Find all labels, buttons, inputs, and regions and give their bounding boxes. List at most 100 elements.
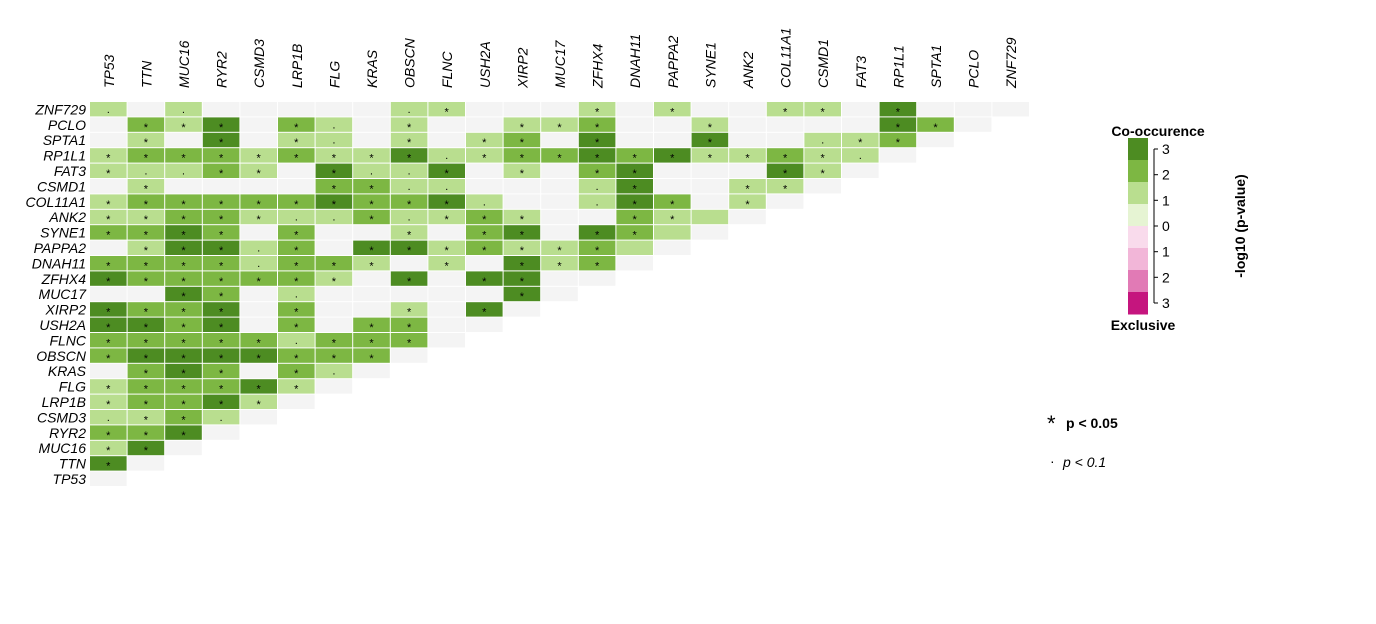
cell-spta1-obscn [390, 132, 428, 148]
cell-pclo-xirp2 [503, 117, 541, 132]
legend-tick-label: 0 [1162, 218, 1170, 234]
significance-star: * [369, 153, 374, 165]
cell-col11a1-col11a1 [766, 194, 804, 209]
cell-syne1-muc16 [165, 225, 202, 240]
cell-flg-muc16 [165, 379, 202, 394]
cell-obscn-csmd3 [240, 348, 277, 363]
cell-csmd1-kras [353, 179, 390, 194]
dot-symbol: · [1050, 453, 1055, 469]
cell-flnc-kras [353, 333, 390, 348]
legend-tick-label: 2 [1162, 269, 1170, 285]
significance-star: * [294, 153, 299, 165]
cell-ank2-ank2 [729, 209, 766, 225]
col-label-obscn: OBSCN [402, 37, 418, 88]
significance-dot: · [257, 245, 261, 257]
cell-fat3-syne1 [691, 163, 729, 178]
cell-pappa2-flnc [428, 240, 465, 255]
significance-dot: · [445, 153, 449, 165]
significance-star: * [106, 168, 111, 180]
cell-spta1-tp53 [90, 132, 127, 148]
significance-star: * [219, 322, 224, 334]
cell-dnah11-tp53 [90, 256, 127, 271]
cell-rp1l1-muc17 [541, 148, 578, 163]
significance-star: * [144, 368, 149, 380]
row-label-dnah11: DNAH11 [32, 255, 86, 271]
cell-pclo-fat3 [842, 117, 879, 132]
significance-star: * [106, 399, 111, 411]
significance-dot: · [332, 368, 336, 380]
significance-star: * [407, 230, 412, 242]
cell-csmd1-lrp1b [278, 179, 315, 194]
cell-ush2a-flnc [428, 317, 465, 332]
cell-csmd1-muc16 [165, 179, 202, 194]
significance-star: * [144, 337, 149, 349]
significance-star: * [144, 230, 149, 242]
cell-znf729-muc16 [165, 102, 202, 117]
cell-flnc-obscn [390, 333, 428, 348]
significance-dot: · [144, 168, 148, 180]
row-label-syne1: SYNE1 [40, 225, 86, 241]
cell-ryr2-ryr2 [202, 425, 240, 440]
cell-pappa2-lrp1b [278, 240, 315, 255]
cell-znf729-ryr2 [202, 102, 240, 117]
significance-star: * [708, 137, 713, 149]
cell-ryr2-tp53 [90, 425, 127, 440]
cell-col11a1-flg [315, 194, 353, 209]
significance-dot: · [257, 260, 261, 272]
cell-fat3-col11a1 [766, 163, 804, 178]
cell-syne1-syne1 [691, 225, 729, 240]
cell-csmd1-obscn [390, 179, 428, 194]
row-label-muc17: MUC17 [39, 286, 88, 302]
cell-col11a1-muc17 [541, 194, 578, 209]
significance-star: * [445, 214, 450, 226]
cell-fat3-muc17 [541, 163, 578, 178]
significance-star: * [257, 168, 262, 180]
cell-muc17-tp53 [90, 286, 127, 302]
cell-flnc-ryr2 [202, 333, 240, 348]
cell-syne1-pappa2 [654, 225, 691, 240]
cell-zfhx4-kras [353, 271, 390, 286]
significance-star: * [219, 337, 224, 349]
legend-top-label: Co-occurence [1111, 123, 1205, 139]
cell-syne1-ttn [127, 225, 165, 240]
cell-rp1l1-flnc [428, 148, 465, 163]
significance-dot: · [821, 137, 825, 149]
col-label-flnc: FLNC [439, 51, 455, 88]
cell-spta1-dnah11 [616, 132, 653, 148]
cell-obscn-obscn [390, 348, 428, 363]
cell-syne1-kras [353, 225, 390, 240]
cell-zfhx4-flg [315, 271, 353, 286]
cell-pclo-ryr2 [202, 117, 240, 132]
cell-znf729-pappa2 [654, 102, 691, 117]
cell-rp1l1-kras [353, 148, 390, 163]
cell-syne1-ush2a [466, 225, 503, 240]
cell-csmd1-ttn [127, 179, 165, 194]
cell-pappa2-flg [315, 240, 353, 255]
significance-star: * [144, 322, 149, 334]
significance-star: * [294, 137, 299, 149]
cell-xirp2-obscn [390, 302, 428, 317]
cell-rp1l1-col11a1 [766, 148, 804, 163]
significance-star: * [670, 214, 675, 226]
cell-obscn-flg [315, 348, 353, 363]
significance-star: * [219, 245, 224, 257]
cell-pappa2-ttn [127, 240, 165, 255]
cell-spta1-flnc [428, 132, 465, 148]
significance-star: * [257, 214, 262, 226]
significance-star: * [144, 199, 149, 211]
column-labels: TP53 TTN MUC16 RYR2 CSMD3 LRP1B FLG KRAS OBSCN FL… [101, 28, 1019, 89]
row-label-lrp1b: LRP1B [42, 394, 86, 410]
cell-dnah11-flg [315, 256, 353, 271]
significance-star: * [294, 322, 299, 334]
significance-star: * [257, 384, 262, 396]
cell-flnc-csmd3 [240, 333, 277, 348]
significance-star: * [708, 122, 713, 134]
cell-csmd1-muc17 [541, 179, 578, 194]
cell-csmd3-muc16 [165, 410, 202, 425]
significance-star: * [369, 214, 374, 226]
significance-star: * [219, 153, 224, 165]
cell-zfhx4-tp53 [90, 271, 127, 286]
color-legend: Co-occurence 3 2 1 0 1 2 3 Exclusive -log10 (p… [1111, 123, 1248, 333]
cell-lrp1b-csmd3 [240, 394, 277, 409]
cell-dnah11-ryr2 [202, 256, 240, 271]
